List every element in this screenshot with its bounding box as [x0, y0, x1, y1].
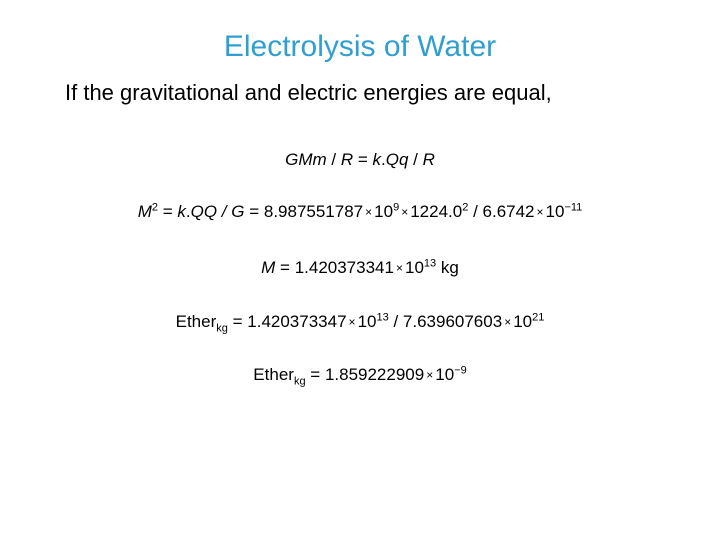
- eq2-mult1: ×: [363, 205, 374, 219]
- eq2-v2: 1224.0: [410, 202, 462, 221]
- equation-5: Etherkg = 1.859222909×10−9: [0, 365, 720, 385]
- eq2-v3: 6.6742: [483, 202, 535, 221]
- eq3-v: 1.420373341: [295, 258, 394, 277]
- equation-2: M2 = k.QQ / G = 8.987551787×109×1224.02 …: [0, 202, 720, 222]
- eq5-eq: =: [306, 365, 325, 384]
- eq1-ml: m: [313, 150, 327, 169]
- equation-4: Etherkg = 1.420373347×1013 / 7.639607603…: [0, 312, 720, 332]
- eq5-mult: ×: [424, 368, 435, 382]
- eq4-ten2: 10: [513, 312, 532, 331]
- eq2-k: k: [177, 202, 186, 221]
- equation-3: M = 1.420373341×1013 kg: [0, 258, 720, 278]
- slide-title: Electrolysis of Water: [0, 30, 720, 64]
- eq3-eq: =: [275, 258, 294, 277]
- eq2-mult3: ×: [535, 205, 546, 219]
- eq4-mult1: ×: [347, 315, 358, 329]
- eq3-mult: ×: [394, 261, 405, 275]
- eq4-label: Ether: [176, 312, 217, 331]
- eq3-ten: 10: [405, 258, 424, 277]
- eq1-eq: =: [353, 150, 372, 169]
- eq1-G: G: [285, 150, 298, 169]
- eq3-unit: kg: [436, 258, 459, 277]
- eq1-Q: Q: [386, 150, 399, 169]
- eq4-v1: 1.420373347: [247, 312, 346, 331]
- eq2-ten3: 10: [546, 202, 565, 221]
- eq2-mult2: ×: [399, 205, 410, 219]
- eq4-eq: =: [228, 312, 247, 331]
- eq2-v1: 8.987551787: [264, 202, 363, 221]
- eq4-v2: 7.639607603: [403, 312, 502, 331]
- slide-subtitle: If the gravitational and electric energi…: [65, 80, 552, 106]
- eq2-Q1: Q: [191, 202, 204, 221]
- eq2-ten1: 10: [374, 202, 393, 221]
- equation-1: GMm / R = k.Qq / R: [0, 150, 720, 170]
- eq2-Q2: Q: [204, 202, 217, 221]
- slide: Electrolysis of Water If the gravitation…: [0, 0, 720, 540]
- eq5-sub: kg: [294, 375, 306, 387]
- eq5-ten: 10: [435, 365, 454, 384]
- eq1-Mu: M: [298, 150, 312, 169]
- eq2-G: / G: [217, 202, 244, 221]
- eq5-p: −9: [454, 364, 467, 376]
- eq4-p2: 21: [532, 311, 544, 323]
- eq4-ten1: 10: [358, 312, 377, 331]
- eq4-p1: 13: [376, 311, 388, 323]
- eq2-eq2: =: [244, 202, 263, 221]
- eq5-v: 1.859222909: [325, 365, 424, 384]
- eq1-slash2: /: [408, 150, 422, 169]
- eq4-sub: kg: [216, 322, 228, 334]
- eq1-slash1: /: [327, 150, 341, 169]
- eq5-label: Ether: [253, 365, 294, 384]
- eq2-p3: −11: [564, 201, 582, 213]
- eq2-M: M: [138, 202, 152, 221]
- eq2-slash: /: [468, 202, 482, 221]
- eq1-R: R: [341, 150, 353, 169]
- eq3-M: M: [261, 258, 275, 277]
- eq1-k: k: [373, 150, 382, 169]
- eq3-p: 13: [424, 257, 436, 269]
- eq4-mult2: ×: [502, 315, 513, 329]
- eq2-eq: =: [158, 202, 177, 221]
- eq1-R2: R: [423, 150, 435, 169]
- eq4-slash: /: [389, 312, 403, 331]
